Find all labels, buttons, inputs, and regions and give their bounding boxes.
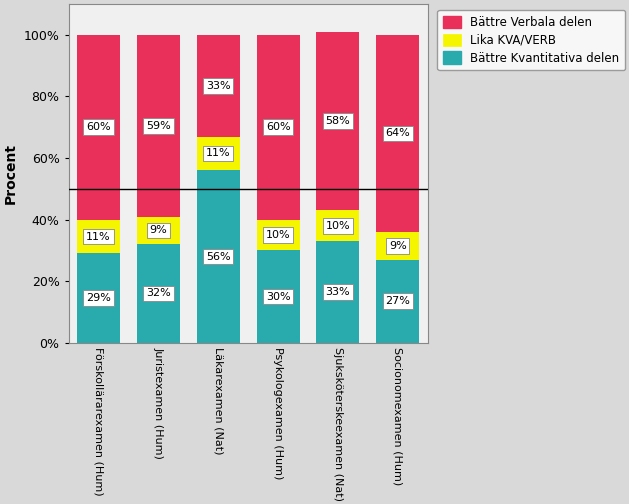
Text: 10%: 10% (266, 230, 291, 240)
Text: 11%: 11% (86, 231, 111, 241)
Bar (197, 170, 240, 343)
Bar (257, 220, 299, 250)
Text: 58%: 58% (326, 116, 350, 126)
Text: 9%: 9% (389, 241, 407, 251)
Legend: Bättre Verbala delen, Lika KVA/VERB, Bättre Kvantitativa delen: Bättre Verbala delen, Lika KVA/VERB, Bät… (437, 10, 625, 71)
Bar (257, 250, 299, 343)
Bar (137, 244, 180, 343)
Text: 60%: 60% (266, 122, 291, 132)
Bar (77, 35, 120, 220)
Bar (77, 254, 120, 343)
Bar (137, 217, 180, 244)
Y-axis label: Procent: Procent (4, 143, 18, 204)
Bar (257, 35, 299, 220)
Text: 60%: 60% (86, 122, 111, 132)
Text: 27%: 27% (386, 296, 410, 306)
Text: 9%: 9% (150, 225, 167, 235)
Text: 59%: 59% (146, 121, 171, 131)
Text: 32%: 32% (146, 288, 171, 298)
Bar (376, 260, 420, 343)
Bar (316, 241, 360, 343)
Bar (376, 232, 420, 260)
Text: 30%: 30% (266, 291, 291, 301)
Text: 29%: 29% (86, 293, 111, 303)
Text: 11%: 11% (206, 149, 231, 158)
Bar (316, 32, 360, 210)
Text: 33%: 33% (326, 287, 350, 297)
Text: 33%: 33% (206, 81, 231, 91)
Bar (376, 35, 420, 232)
Bar (197, 137, 240, 170)
Bar (197, 35, 240, 137)
Bar (316, 210, 360, 241)
Bar (77, 220, 120, 254)
Text: 64%: 64% (386, 129, 410, 139)
Text: 56%: 56% (206, 251, 231, 262)
Bar (137, 35, 180, 217)
Text: 10%: 10% (326, 221, 350, 231)
